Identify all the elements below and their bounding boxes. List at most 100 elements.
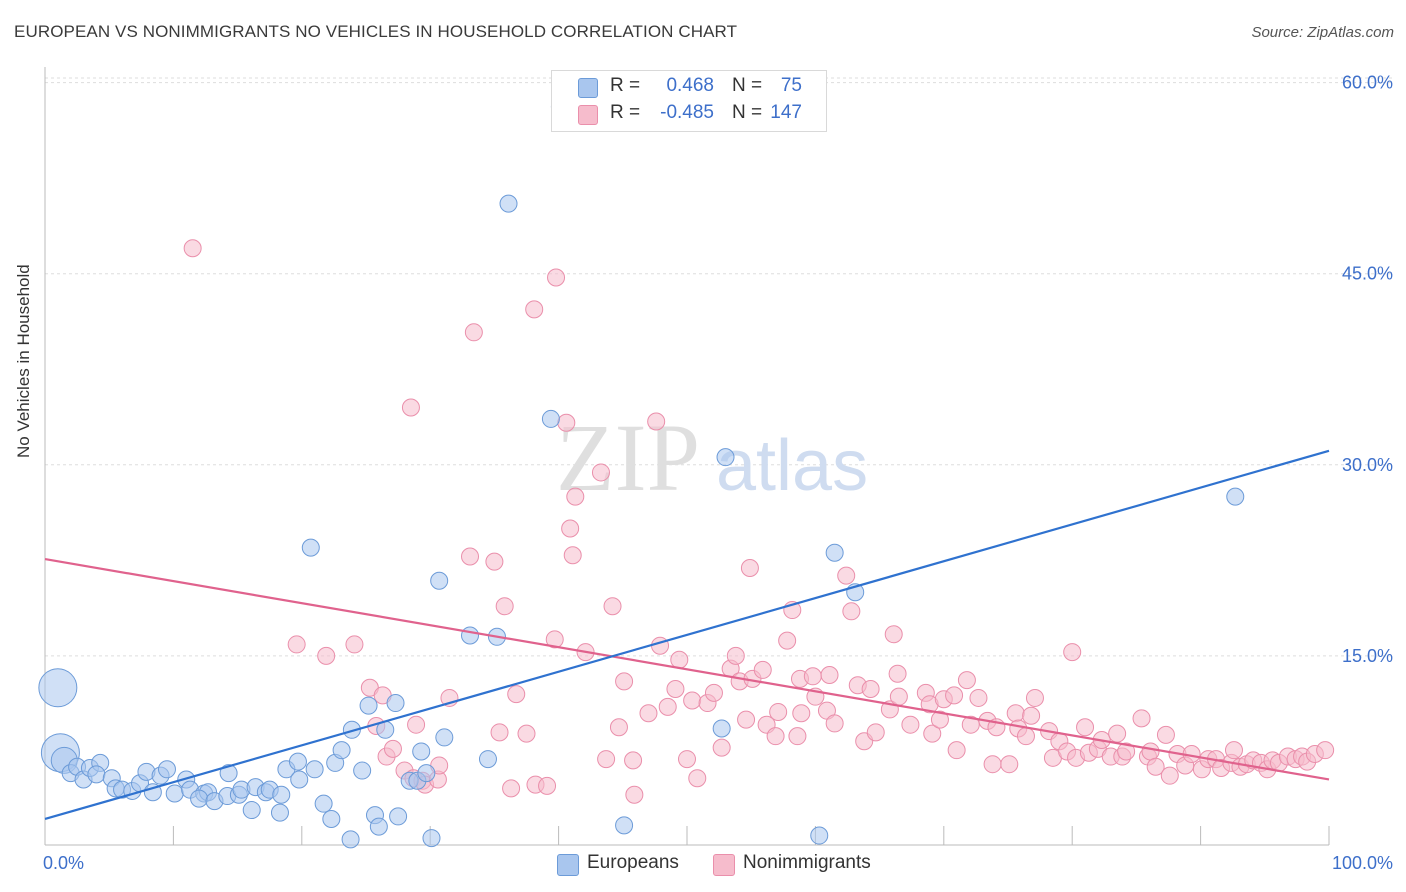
nonimmigrants-point xyxy=(861,680,880,699)
europeans-point xyxy=(422,829,441,848)
nonimmigrants-point xyxy=(1022,706,1041,725)
nonimmigrants-point xyxy=(561,519,580,538)
nonimmigrants-point xyxy=(625,785,644,804)
europeans-point xyxy=(342,720,361,739)
nonimmigrants-trend-line xyxy=(44,557,1330,781)
nonimmigrants-point xyxy=(842,602,861,621)
n-label: N = xyxy=(732,102,763,123)
nonimmigrants-point xyxy=(678,750,696,769)
nonimmigrants-point xyxy=(1025,688,1044,707)
series-legend: Europeans Nonimmigrants xyxy=(0,852,1406,878)
nonimmigrants-point xyxy=(884,625,903,644)
nonimmigrants-point xyxy=(825,714,844,733)
nonimmigrants-point xyxy=(591,463,610,482)
europeans-point xyxy=(341,830,360,849)
europeans-point xyxy=(417,764,436,783)
y-axis-label: No Vehicles in Household xyxy=(14,264,33,458)
europeans-point xyxy=(359,696,378,715)
europeans-point xyxy=(332,741,351,760)
n-label: N = xyxy=(732,75,763,96)
nonimmigrants-point xyxy=(647,412,666,431)
nonimmigrants-point xyxy=(778,631,797,650)
nonimmigrants-point xyxy=(740,558,759,577)
x-tick-label: 100.0% xyxy=(1332,853,1393,873)
stats-row-europeans: R = 0.468 N = 75 xyxy=(552,73,826,99)
nonimmigrants-point xyxy=(658,697,677,716)
nonimmigrants-point xyxy=(383,739,402,758)
legend-label-nonimmigrants: Nonimmigrants xyxy=(743,852,871,873)
europeans-point xyxy=(825,543,844,562)
nonimmigrants-point xyxy=(1141,742,1160,761)
nonimmigrants-point xyxy=(683,691,702,710)
nonimmigrants-point xyxy=(502,779,521,798)
nonimmigrants-point xyxy=(317,646,336,665)
europeans-point xyxy=(219,764,238,783)
europeans-point xyxy=(38,668,78,708)
nonimmigrants-point xyxy=(930,710,949,729)
europeans-point xyxy=(242,801,261,820)
nonimmigrants-point xyxy=(769,702,788,721)
nonimmigrants-point xyxy=(495,597,514,616)
nonimmigrants-point xyxy=(837,566,856,585)
europeans-point xyxy=(810,826,829,845)
nonimmigrants-point xyxy=(1132,709,1151,728)
nonimmigrants-point xyxy=(792,704,811,723)
nonimmigrants-point xyxy=(1224,741,1243,760)
nonimmigrants-point xyxy=(490,723,509,742)
nonimmigrants-point xyxy=(603,597,622,616)
watermark-atlas: atlas xyxy=(716,426,868,506)
europeans-swatch xyxy=(578,78,598,98)
europeans-point xyxy=(272,785,291,804)
nonimmigrants-point xyxy=(1063,643,1082,662)
nonimmigrants-point xyxy=(889,687,908,706)
stats-legend: R = 0.468 N = 75 R = -0.485 N = 147 xyxy=(551,70,827,132)
europeans-point xyxy=(87,765,106,784)
europeans-point xyxy=(541,409,560,428)
nonimmigrants-point xyxy=(615,672,634,691)
n-value: 75 xyxy=(780,75,802,96)
r-label: R = xyxy=(610,102,641,123)
y-tick-label: 45.0% xyxy=(1342,264,1393,284)
nonimmigrants-point xyxy=(957,671,976,690)
europeans-swatch xyxy=(557,854,579,876)
n-value: 147 xyxy=(770,102,802,123)
nonimmigrants-point xyxy=(712,738,731,757)
europeans-point xyxy=(314,794,333,813)
europeans-point xyxy=(353,761,372,780)
nonimmigrants-point xyxy=(901,715,920,734)
europeans-point xyxy=(386,694,405,713)
nonimmigrants-point xyxy=(485,552,504,571)
nonimmigrants-point xyxy=(670,650,689,669)
stats-row-nonimmigrants: R = -0.485 N = 147 xyxy=(552,100,826,126)
nonimmigrants-point xyxy=(563,546,582,565)
europeans-point xyxy=(190,789,209,808)
nonimmigrants-point xyxy=(547,268,566,287)
europeans-point xyxy=(369,817,388,836)
gridlines xyxy=(45,77,1392,657)
nonimmigrants-point xyxy=(557,413,576,432)
nonimmigrants-point xyxy=(983,755,1002,774)
nonimmigrants-swatch xyxy=(713,854,735,876)
trend-lines xyxy=(44,449,1330,821)
nonimmigrants-point xyxy=(407,715,426,734)
nonimmigrants-point xyxy=(538,776,557,795)
nonimmigrants-point xyxy=(726,646,745,665)
nonimmigrants-point xyxy=(666,680,685,699)
nonimmigrants-point xyxy=(788,727,807,746)
nonimmigrants-point xyxy=(401,398,420,417)
nonimmigrants-point xyxy=(1146,757,1165,776)
europeans-point xyxy=(157,760,176,779)
axes xyxy=(44,67,1330,846)
nonimmigrants-point xyxy=(517,724,536,743)
europeans-point xyxy=(499,194,518,213)
europeans-point xyxy=(322,809,341,828)
nonimmigrants-point xyxy=(345,635,364,654)
nonimmigrants-point xyxy=(287,635,306,654)
nonimmigrants-point xyxy=(1316,741,1335,760)
nonimmigrants-point xyxy=(704,683,723,702)
nonimmigrants-point xyxy=(1076,718,1095,737)
r-value: 0.468 xyxy=(666,75,714,96)
nonimmigrants-point xyxy=(639,704,658,723)
nonimmigrants-point xyxy=(820,666,839,685)
